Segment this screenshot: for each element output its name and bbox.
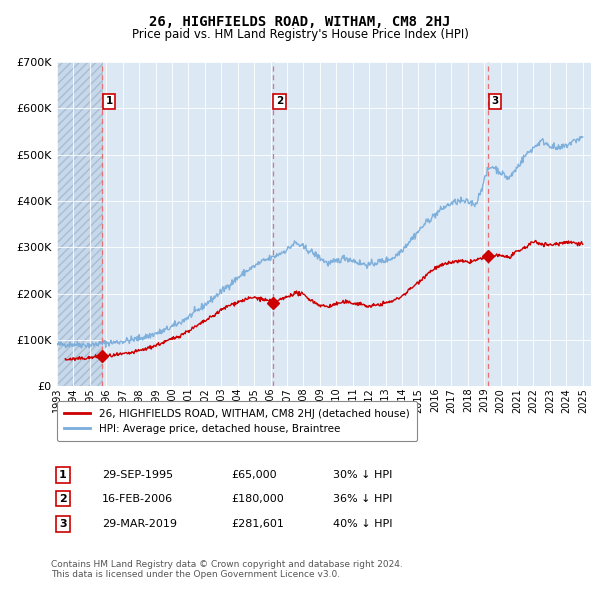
Text: 36% ↓ HPI: 36% ↓ HPI <box>333 494 392 503</box>
Text: 1: 1 <box>106 96 113 106</box>
Text: 26, HIGHFIELDS ROAD, WITHAM, CM8 2HJ: 26, HIGHFIELDS ROAD, WITHAM, CM8 2HJ <box>149 15 451 29</box>
Text: £65,000: £65,000 <box>231 470 277 480</box>
Bar <box>57 62 102 386</box>
Bar <box>57 62 102 386</box>
Text: 2: 2 <box>59 494 67 503</box>
Text: 1: 1 <box>59 470 67 480</box>
Text: 3: 3 <box>491 96 499 106</box>
Text: 29-SEP-1995: 29-SEP-1995 <box>102 470 173 480</box>
Text: Price paid vs. HM Land Registry's House Price Index (HPI): Price paid vs. HM Land Registry's House … <box>131 28 469 41</box>
Text: 16-FEB-2006: 16-FEB-2006 <box>102 494 173 503</box>
Text: £281,601: £281,601 <box>231 519 284 529</box>
Text: 3: 3 <box>59 519 67 529</box>
Text: 2: 2 <box>276 96 283 106</box>
Text: 30% ↓ HPI: 30% ↓ HPI <box>333 470 392 480</box>
Text: 40% ↓ HPI: 40% ↓ HPI <box>333 519 392 529</box>
Text: Contains HM Land Registry data © Crown copyright and database right 2024.
This d: Contains HM Land Registry data © Crown c… <box>51 560 403 579</box>
Text: £180,000: £180,000 <box>231 494 284 503</box>
Legend: 26, HIGHFIELDS ROAD, WITHAM, CM8 2HJ (detached house), HPI: Average price, detac: 26, HIGHFIELDS ROAD, WITHAM, CM8 2HJ (de… <box>57 401 417 441</box>
Text: 29-MAR-2019: 29-MAR-2019 <box>102 519 177 529</box>
